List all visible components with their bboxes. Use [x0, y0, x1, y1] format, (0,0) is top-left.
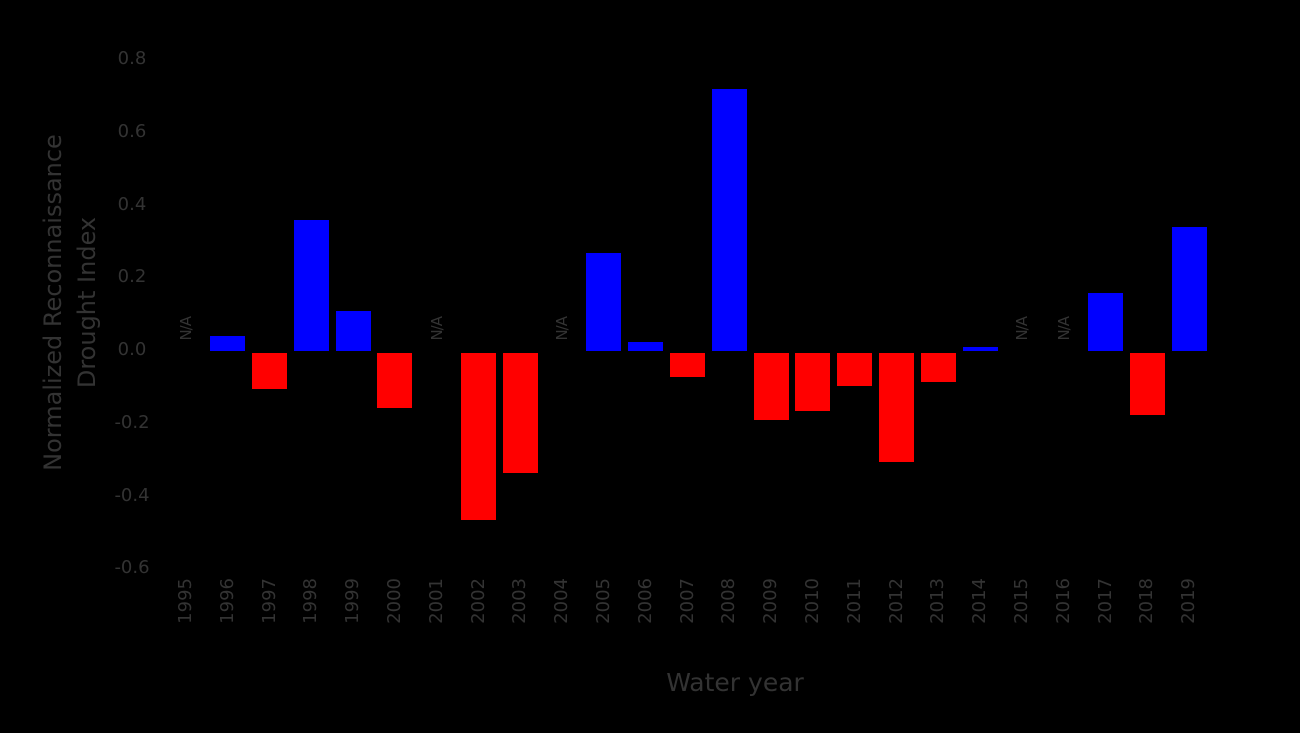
x-tick-label: 2013 — [927, 578, 949, 624]
bar-2013 — [920, 353, 956, 383]
x-tick-label: 2017 — [1094, 578, 1116, 624]
bar-2017 — [1088, 292, 1123, 351]
y-tick-label: 0.4 — [117, 193, 147, 215]
bar-2000 — [377, 353, 413, 408]
bar-2014 — [962, 347, 998, 351]
missing-value-label: N/A — [176, 317, 195, 341]
bar-1996 — [210, 336, 246, 351]
x-tick-label: 2014 — [969, 578, 991, 624]
bar-2010 — [795, 353, 831, 412]
x-tick-label: 1996 — [216, 578, 238, 624]
bar-2007 — [670, 353, 705, 377]
x-tick-label: 2016 — [1052, 578, 1074, 624]
bar-1997 — [252, 353, 287, 390]
bar-2009 — [753, 353, 789, 421]
bar-2018 — [1129, 353, 1165, 415]
bar-2019 — [1171, 227, 1207, 351]
x-tick-label: 2015 — [1010, 578, 1032, 624]
x-tick-label: 2006 — [634, 578, 656, 624]
y-axis-label-line-1: Normalized Reconnaissance — [39, 134, 67, 471]
bar-2006 — [628, 341, 664, 351]
x-tick-label: 2005 — [592, 578, 614, 624]
x-tick-label: 2004 — [551, 578, 573, 624]
x-tick-label: 1997 — [258, 578, 280, 624]
missing-value-label: N/A — [1054, 317, 1073, 341]
bar-1999 — [335, 310, 371, 351]
bar-2003 — [502, 353, 538, 474]
x-tick-label: 2001 — [425, 578, 447, 624]
x-tick-label: 1995 — [174, 578, 196, 624]
y-axis-label-line-2: Drought Index — [73, 216, 101, 389]
missing-value-label: N/A — [553, 317, 572, 341]
bar-1998 — [293, 220, 329, 351]
x-tick-label: 2009 — [760, 578, 782, 624]
y-tick-label: -0.2 — [114, 411, 150, 433]
x-tick-label: 1998 — [300, 578, 322, 624]
x-tick-label: 2007 — [676, 578, 698, 624]
x-tick-label: 2002 — [467, 578, 489, 624]
bar-2012 — [879, 353, 914, 463]
x-tick-label: 2011 — [843, 578, 865, 624]
x-tick-label: 2000 — [383, 578, 405, 624]
x-tick-label: 2019 — [1178, 578, 1200, 624]
y-tick-label: 0.6 — [117, 120, 147, 142]
x-tick-label: 2010 — [801, 578, 823, 624]
bar-2008 — [711, 89, 747, 351]
x-tick-label: 1999 — [342, 578, 364, 624]
x-tick-label: 2003 — [509, 578, 531, 624]
y-tick-label: 0.0 — [117, 339, 147, 360]
missing-value-label: N/A — [427, 317, 446, 341]
y-tick-label: 0.2 — [117, 266, 147, 288]
x-tick-label: 2008 — [718, 578, 740, 624]
y-tick-label: 0.8 — [117, 48, 147, 69]
x-tick-label: 2018 — [1136, 578, 1158, 624]
y-tick-label: -0.4 — [114, 484, 150, 506]
y-tick-label: -0.6 — [114, 557, 150, 579]
missing-value-label: N/A — [1012, 317, 1031, 341]
y-axis-label: Normalized Reconnaissance Drought Index — [36, 110, 108, 495]
bar-2011 — [837, 353, 873, 386]
bar-2005 — [586, 252, 622, 351]
x-axis-label: Water year — [666, 668, 804, 697]
x-tick-label: 2012 — [885, 578, 907, 624]
bar-2002 — [461, 353, 496, 521]
